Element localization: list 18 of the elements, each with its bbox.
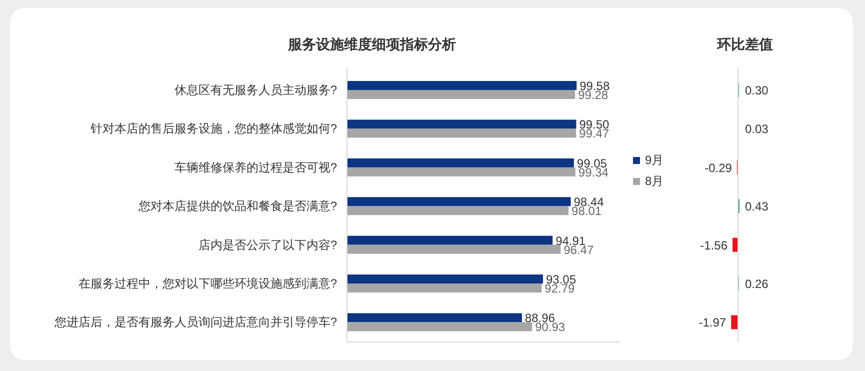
data-label: 0.30 [745, 84, 769, 98]
data-label: -1.56 [700, 238, 728, 252]
y-tick-label: 休息区有无服务人员主动服务? [174, 83, 338, 97]
y-tick-label: 车辆维修保养的过程是否可视? [174, 160, 338, 174]
y-tick-label: 您对本店提供的饮品和餐食是否满意? [137, 199, 338, 214]
data-label: 0.26 [745, 277, 769, 291]
y-tick-label: 店内是否公示了以下内容? [198, 238, 338, 252]
legend-label: 9月 [645, 153, 664, 167]
y-tick-label: 您进店后，是否有服务人员询问进店意向并引导停车? [53, 315, 338, 330]
data-label: -0.29 [704, 160, 732, 175]
data-label: 0.43 [745, 200, 769, 214]
data-label: 0.03 [745, 122, 769, 136]
y-tick-label: 针对本店的售后服务设施，您的整体感觉如何? [89, 122, 338, 136]
data-label: -1.97 [698, 316, 726, 330]
chart-title: 环比差值 [716, 36, 773, 52]
legend-label: 8月 [645, 174, 664, 188]
y-tick-label: 在服务过程中，您对以下哪些环境设施感到满意? [78, 276, 338, 290]
chart-title: 服务设施维度细项指标分析 [287, 36, 456, 52]
